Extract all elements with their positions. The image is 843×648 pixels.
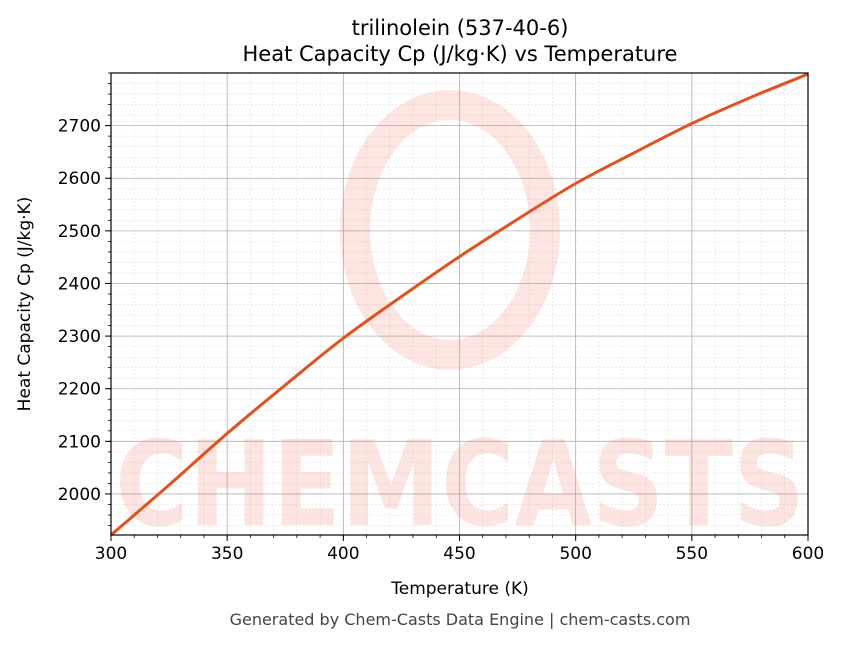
x-tick-label: 500 (559, 544, 591, 564)
x-tick-label: 450 (443, 544, 475, 564)
footer-credit: Generated by Chem-Casts Data Engine | ch… (230, 610, 691, 629)
chart-subtitle: Heat Capacity Cp (J/kg·K) vs Temperature (243, 42, 678, 66)
y-tick-label: 2000 (58, 485, 101, 505)
watermark: CHEMCASTS (115, 90, 805, 553)
series-line (110, 72, 809, 537)
x-tick-label: 400 (327, 544, 359, 564)
y-tick-label: 2400 (58, 274, 101, 294)
x-axis: 300 350 400 450 500 550 600 (95, 535, 824, 564)
y-tick-label: 2500 (58, 222, 101, 242)
y-tick-label: 2600 (58, 169, 101, 189)
watermark-logo-ring (340, 90, 560, 370)
y-axis-label: Heat Capacity Cp (J/kg·K) (15, 197, 35, 412)
x-axis-label: Temperature (K) (390, 579, 529, 599)
x-tick-label: 300 (95, 544, 127, 564)
x-tick-label: 600 (792, 544, 824, 564)
x-tick-label: 350 (211, 544, 243, 564)
chart-title: trilinolein (537-40-6) (352, 16, 569, 40)
y-tick-label: 2700 (58, 117, 101, 137)
y-tick-label: 2100 (58, 432, 101, 452)
watermark-text: CHEMCASTS (115, 415, 805, 553)
y-tick-label: 2200 (58, 380, 101, 400)
y-tick-label: 2300 (58, 327, 101, 347)
y-axis: 2000 2100 2200 2300 2400 2500 2600 2700 (58, 72, 111, 526)
x-tick-label: 550 (676, 544, 708, 564)
